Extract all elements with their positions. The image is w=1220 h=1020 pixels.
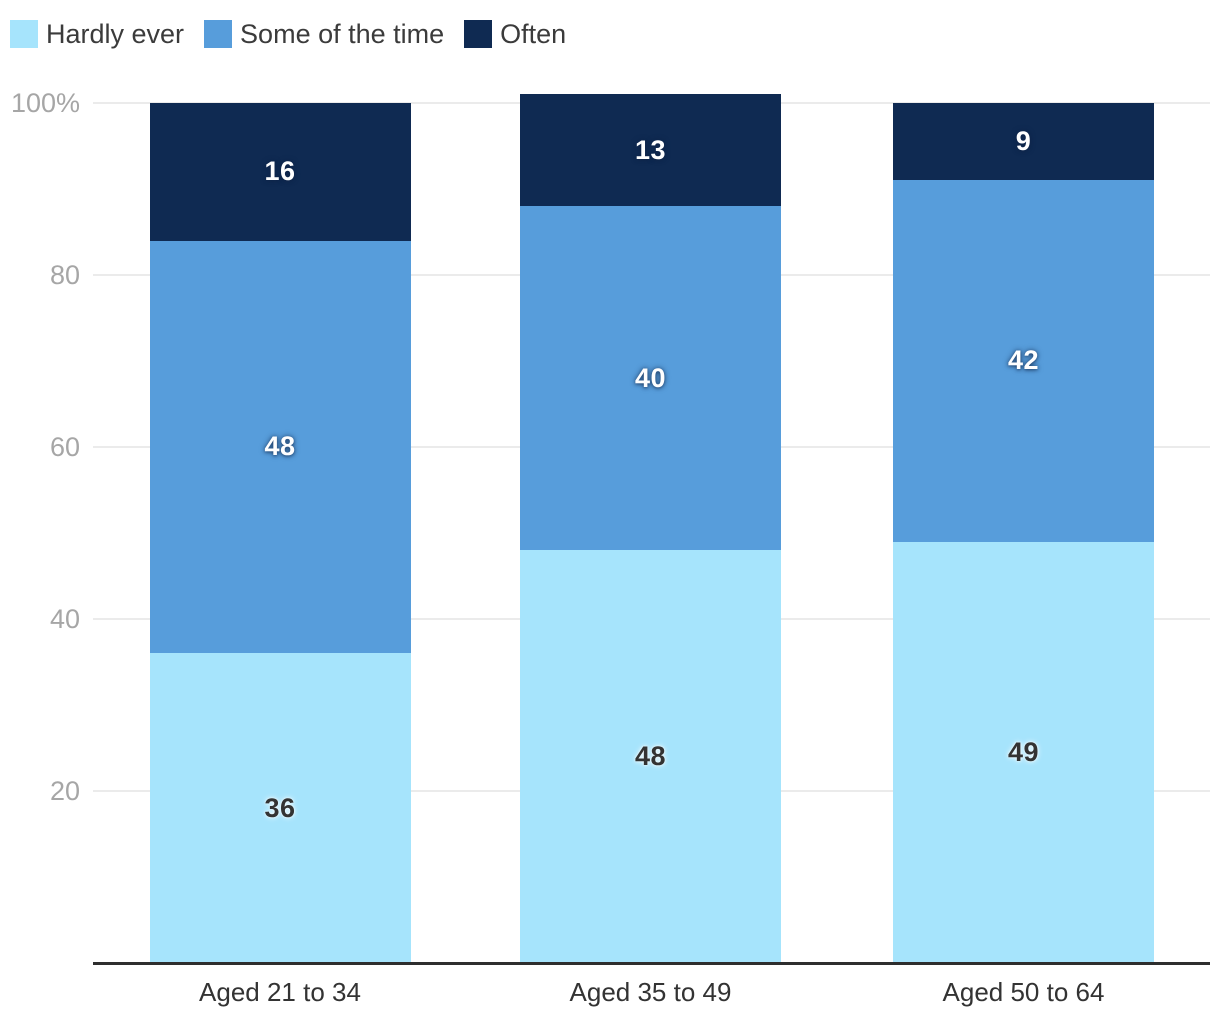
bar-segment-often-aged-50-to-64: 9 xyxy=(893,103,1154,181)
value-label: 16 xyxy=(264,156,296,187)
value-label: 36 xyxy=(264,792,296,823)
bar-segment-some-of-the-time-aged-35-to-49: 40 xyxy=(520,206,781,551)
legend-item-some-of-the-time: Some of the time xyxy=(204,20,444,48)
bar-segment-hardly-ever-aged-21-to-34: 36 xyxy=(149,653,411,963)
legend-item-hardly-ever: Hardly ever xyxy=(10,20,184,48)
y-tick-label-40: 40 xyxy=(49,604,80,634)
legend-label: Some of the time xyxy=(240,19,445,49)
bar-segment-hardly-ever-aged-50-to-64: 49 xyxy=(893,541,1154,963)
legend: Hardly ever Some of the time Often xyxy=(10,20,566,48)
legend-swatch-hardly-ever-icon xyxy=(10,20,38,48)
bar-segment-often-aged-21-to-34: 16 xyxy=(149,103,411,241)
value-label: 48 xyxy=(264,431,296,462)
bar-segment-some-of-the-time-aged-50-to-64: 42 xyxy=(893,180,1154,542)
y-tick-label-80: 80 xyxy=(49,260,80,290)
x-axis-line xyxy=(93,962,1210,965)
legend-swatch-often-icon xyxy=(464,20,493,48)
y-tick-label-60: 60 xyxy=(49,432,80,462)
x-axis-label-aged-50-to-64: Aged 50 to 64 xyxy=(942,977,1105,1007)
value-label: 48 xyxy=(634,741,667,772)
legend-label: Often xyxy=(500,19,567,49)
value-label: 49 xyxy=(1007,736,1040,767)
y-tick-label-20: 20 xyxy=(49,776,80,806)
y-tick-label-100: 100% xyxy=(10,88,80,118)
x-axis-label-aged-21-to-34: Aged 21 to 34 xyxy=(199,977,361,1007)
bar-segment-hardly-ever-aged-35-to-49: 48 xyxy=(520,550,781,963)
value-label: 42 xyxy=(1007,345,1040,376)
bar-segment-some-of-the-time-aged-21-to-34: 48 xyxy=(149,240,411,654)
legend-item-often: Often xyxy=(464,20,566,48)
value-label: 40 xyxy=(634,362,667,393)
x-axis-label-aged-35-to-49: Aged 35 to 49 xyxy=(569,977,732,1007)
bar-segment-often-aged-35-to-49: 13 xyxy=(520,94,781,207)
legend-swatch-some-of-the-time-icon xyxy=(204,20,233,48)
legend-label: Hardly ever xyxy=(46,19,185,49)
value-label: 13 xyxy=(634,134,667,165)
value-label: 9 xyxy=(1015,126,1032,157)
